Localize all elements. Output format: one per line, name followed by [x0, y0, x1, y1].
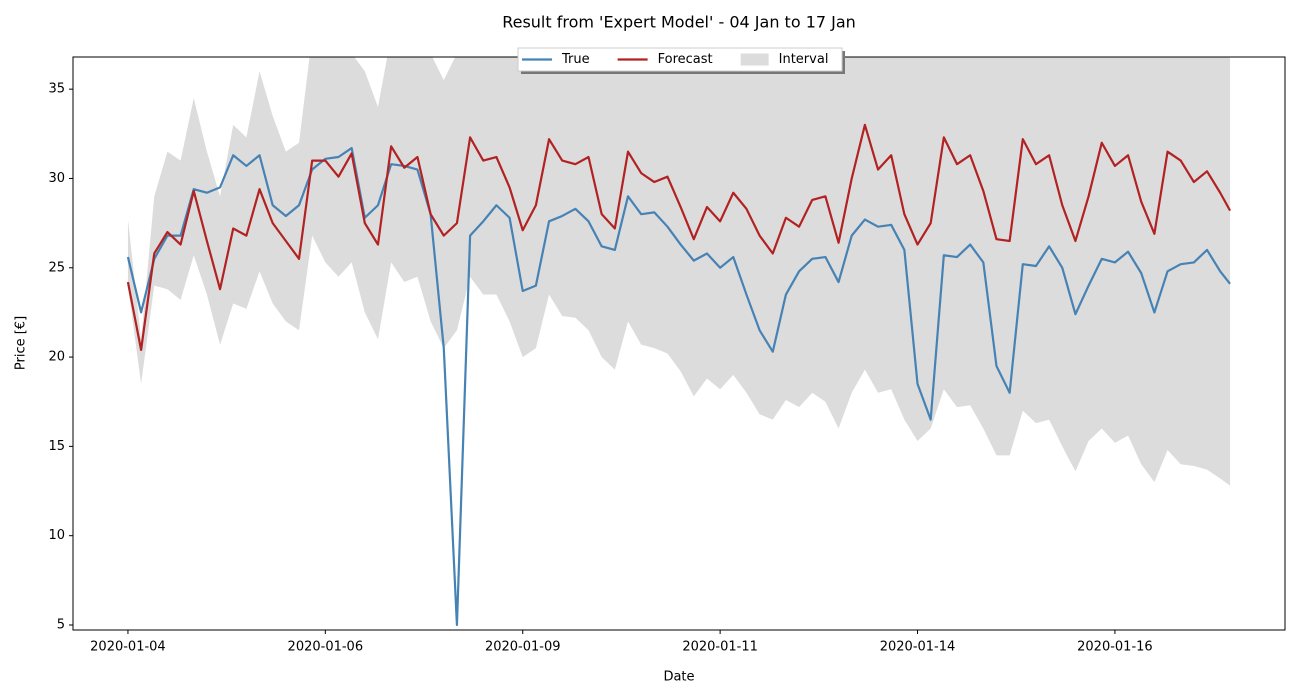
y-tick-label: 10 [48, 528, 65, 543]
series-line [126, 146, 1231, 627]
y-axis-label: Price [€] [14, 316, 29, 370]
x-tick-label: 2020-01-16 [1077, 640, 1153, 655]
x-tick-label: 2020-01-11 [682, 640, 758, 655]
x-axis-label: Date [663, 670, 694, 685]
legend: True Forecast Interval [517, 47, 845, 74]
x-tick-label: 2020-01-09 [485, 640, 561, 655]
legend-label: Interval [779, 52, 829, 67]
series-line [126, 123, 1232, 352]
y-tick-label: 5 [57, 617, 65, 632]
y-tick-label: 35 [48, 82, 65, 97]
x-tick-label: 2020-01-14 [880, 640, 956, 655]
y-tick-label: 15 [48, 439, 65, 454]
y-tick-label: 25 [48, 260, 65, 275]
y-tick-label: 20 [48, 350, 65, 365]
interval-band [127, 57, 1231, 486]
legend-label: True [561, 52, 590, 67]
y-tick-label: 30 [48, 171, 65, 186]
x-tick-label: 2020-01-04 [90, 640, 166, 655]
legend-label: Forecast [658, 52, 713, 67]
x-tick-label: 2020-01-06 [288, 640, 364, 655]
plot-area [126, 57, 1232, 627]
chart-title: Result from 'Expert Model' - 04 Jan to 1… [502, 13, 856, 32]
legend-swatch [740, 53, 769, 66]
